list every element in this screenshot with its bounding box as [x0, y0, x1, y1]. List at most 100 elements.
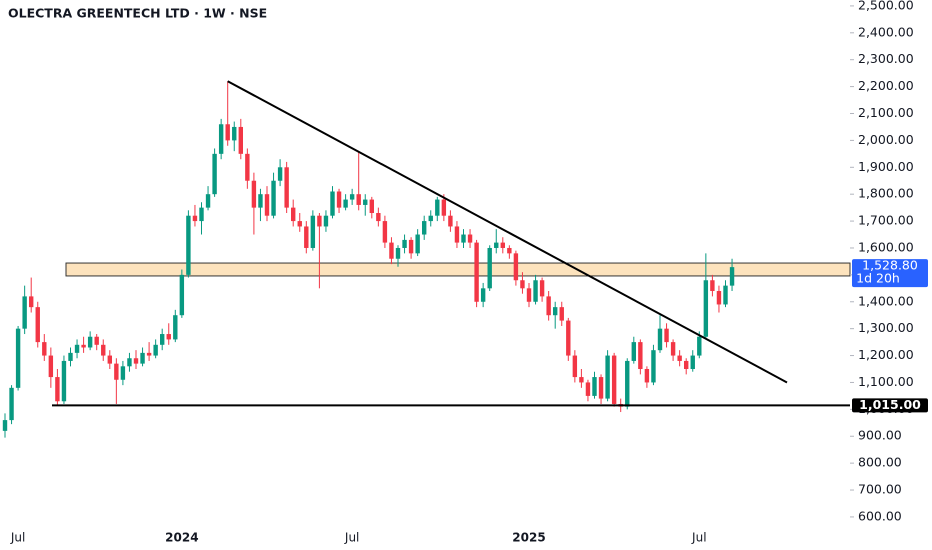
candle-body: [598, 377, 604, 399]
candle-body: [317, 215, 322, 227]
candle-body: [546, 296, 551, 316]
candle-body: [376, 213, 381, 222]
candle-body: [68, 352, 73, 361]
candle-body: [494, 242, 499, 248]
candle-body: [212, 153, 217, 195]
candle-body: [166, 334, 171, 340]
candle-body: [664, 328, 669, 343]
candle-body: [487, 247, 492, 289]
candle-body: [539, 280, 545, 297]
candle-body: [389, 242, 394, 259]
candle-body: [553, 307, 558, 316]
candle-body: [133, 358, 139, 364]
candle-body: [55, 377, 60, 402]
candle-body: [349, 194, 355, 200]
candle-body: [42, 342, 47, 356]
candle-body: [251, 180, 257, 208]
y-tick-label: 2,500.00: [858, 0, 914, 12]
y-tick-label: 1,300.00: [858, 320, 914, 335]
candle-body: [592, 377, 597, 396]
x-tick-label: 2024: [165, 531, 198, 545]
candle-body: [107, 355, 112, 364]
candle-body: [101, 344, 106, 356]
candle-body: [402, 239, 407, 248]
candle-body: [716, 291, 722, 305]
candle-body: [186, 215, 191, 275]
candle-body: [15, 328, 21, 388]
x-tick-label: 2025: [512, 531, 545, 545]
y-tick-label: 1,900.00: [858, 159, 914, 174]
candle-body: [74, 344, 80, 353]
candle-body: [729, 267, 735, 286]
candle-body: [356, 194, 361, 205]
candle-body: [94, 336, 99, 345]
candle-body: [264, 194, 270, 216]
y-tick-label: 1,700.00: [858, 213, 914, 228]
candle-body: [448, 215, 453, 227]
candle-body: [22, 296, 27, 329]
candle-body: [690, 355, 695, 370]
candle-body: [2, 420, 8, 431]
y-tick-label: 900.00: [858, 428, 902, 443]
y-tick-label: 1,400.00: [858, 293, 914, 308]
candle-body: [500, 242, 505, 248]
candle-body: [245, 153, 250, 181]
x-tick-label: Jul: [691, 531, 706, 545]
y-tick-label: 800.00: [858, 455, 902, 470]
candle-body: [173, 315, 178, 340]
candle-body: [631, 342, 636, 361]
candle-body: [507, 247, 512, 254]
y-tick-label: 700.00: [858, 482, 902, 497]
chart-title: OLECTRA GREENTECH LTD · 1W · NSE: [8, 6, 267, 21]
candle-body: [277, 167, 283, 181]
trendline: [227, 80, 788, 384]
candle-body: [710, 280, 715, 292]
candle-body: [474, 242, 479, 302]
candle-body: [192, 215, 198, 222]
candle-body: [205, 194, 211, 208]
candle-body: [291, 207, 296, 222]
candle-body: [651, 350, 656, 383]
candle-body: [336, 191, 342, 208]
candle-body: [670, 342, 676, 356]
candle-body: [81, 344, 86, 348]
y-tick-label: 2,300.00: [858, 51, 914, 66]
candle-body: [153, 344, 158, 356]
candle-body: [625, 360, 630, 407]
candle-body: [363, 199, 368, 205]
candle-body: [435, 199, 440, 216]
y-tick-label: 2,200.00: [858, 78, 914, 93]
candle-body: [271, 180, 276, 216]
candle-body: [140, 352, 145, 364]
y-tick-label: 1,100.00: [858, 374, 914, 389]
candle-body: [422, 221, 427, 235]
candle-body: [638, 342, 643, 370]
candle-body: [605, 355, 610, 399]
last-price-label: 1,528.80: [862, 258, 918, 273]
candle-body: [382, 221, 388, 243]
support-label-box: [852, 398, 928, 413]
candle-body: [520, 280, 525, 289]
candle-body: [572, 355, 578, 378]
candle-body: [480, 288, 486, 302]
candle-body: [657, 328, 663, 351]
y-tick-label: 2,400.00: [858, 24, 914, 39]
candle-body: [428, 215, 433, 222]
candle-body: [467, 234, 473, 243]
candle-body: [513, 253, 519, 281]
candle-body: [48, 355, 54, 378]
candle-body: [304, 226, 309, 248]
candle-body: [526, 288, 532, 302]
candle-body: [297, 221, 302, 227]
candle-body: [684, 360, 689, 370]
x-tick-label: Jul: [344, 531, 359, 545]
candle-body: [697, 336, 702, 356]
candle-body: [179, 274, 185, 316]
candle-body: [611, 355, 617, 404]
support-label: 1,015.00: [859, 397, 921, 412]
candle-body: [284, 167, 289, 208]
candle-body: [566, 320, 571, 356]
candle-body: [677, 355, 682, 361]
candle-body: [127, 358, 132, 367]
